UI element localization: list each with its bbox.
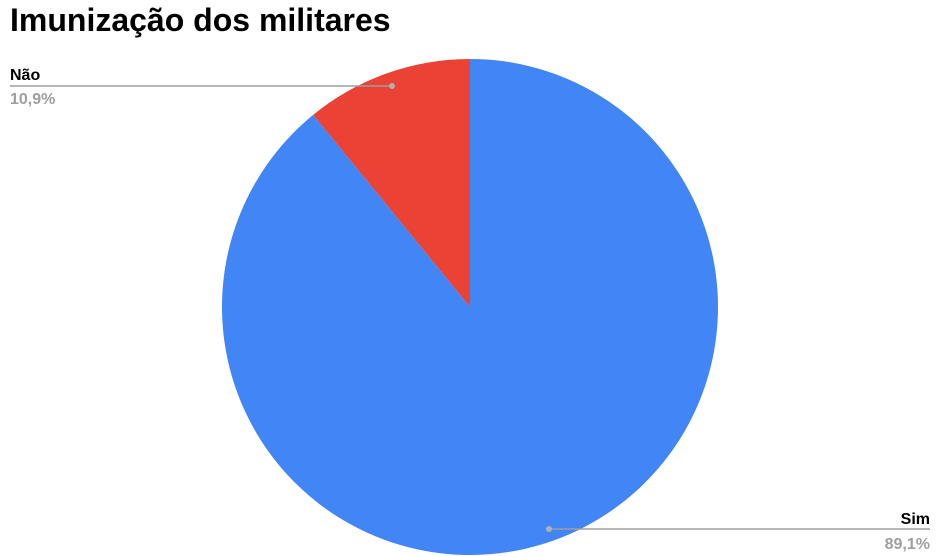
leader-dot-sim xyxy=(546,526,552,532)
slice-label-nao: Não xyxy=(10,67,40,84)
slice-label-sim: Sim xyxy=(901,511,930,528)
leader-dot-nao xyxy=(389,83,395,89)
pie-slice-sim xyxy=(221,59,718,555)
pie-slices xyxy=(221,59,718,555)
pie-slice-nao xyxy=(313,59,470,307)
slice-labels: Sim 89,1% Não 10,9% xyxy=(10,67,930,553)
chart-title: Imunização dos militares xyxy=(10,2,391,38)
slice-value-sim: 89,1% xyxy=(885,536,930,553)
leader-lines xyxy=(10,83,930,532)
slice-value-nao: 10,9% xyxy=(10,91,55,108)
